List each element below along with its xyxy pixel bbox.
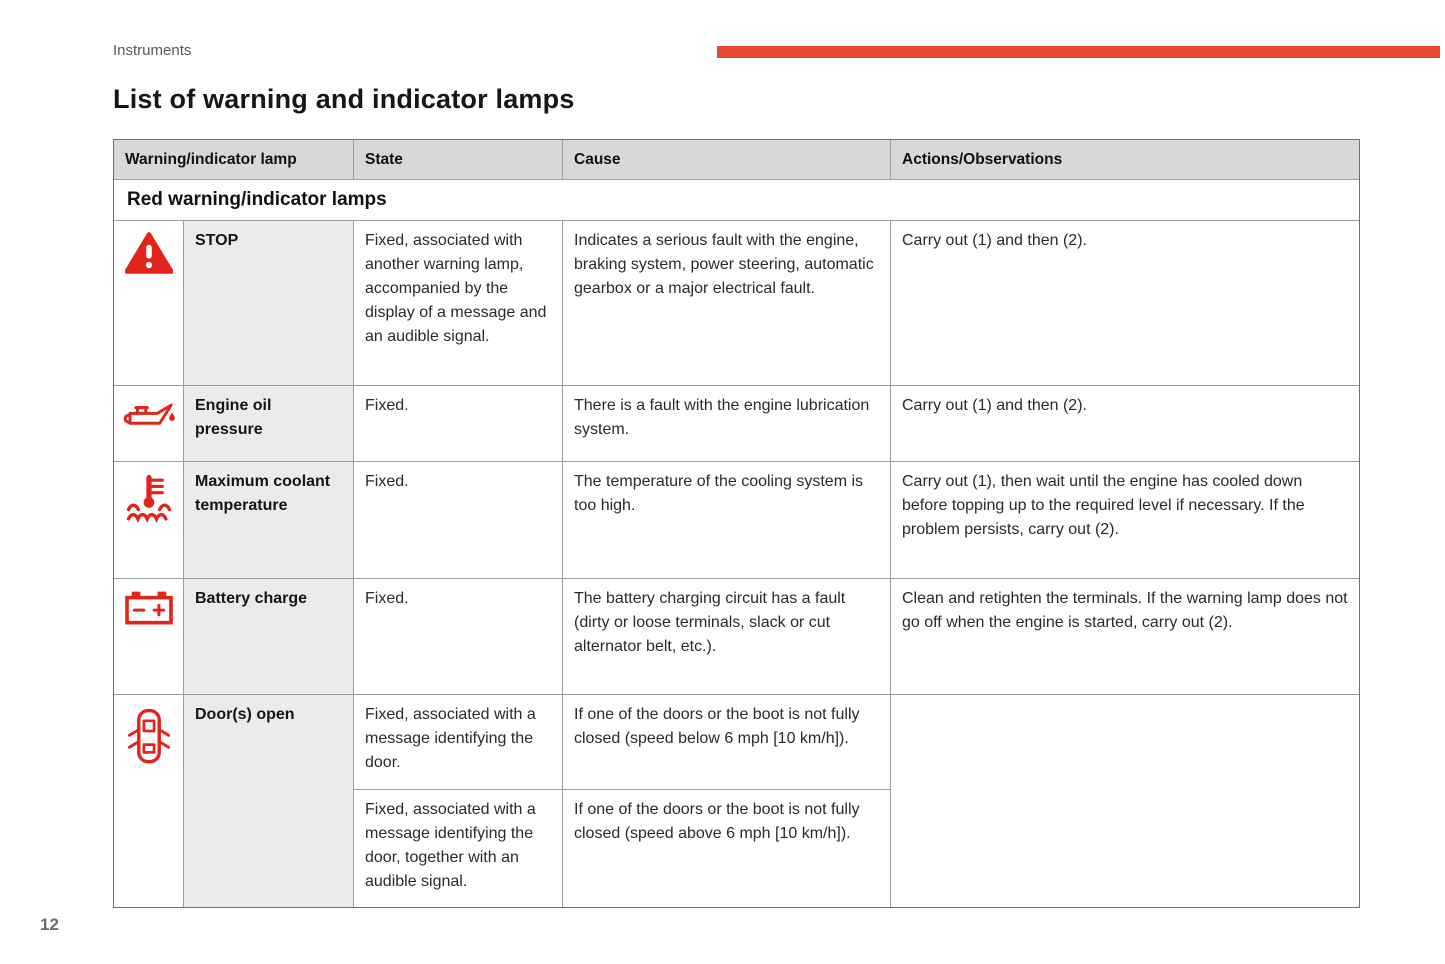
table-row-battery-icon-cell [114,579,184,695]
lamp-state-maximum-coolant-temperature: Fixed. [354,462,563,579]
table-row-oil-icon-cell [114,386,184,462]
page-number: 12 [40,915,59,934]
section-header-red-warning-lamps: Red warning/indicator lamps [114,180,1359,221]
lamp-state-battery-charge: Fixed. [354,579,563,695]
maximum-coolant-temperature-icon [125,472,173,532]
stop-warning-triangle-icon [124,231,173,283]
doors-open-icon [126,705,172,777]
lamp-actions-doors-open [891,695,1359,907]
column-header-actions-observations: Actions/Observations [891,140,1359,180]
battery-charge-icon [124,589,174,635]
table-row-coolant-icon-cell [114,462,184,579]
column-header-cause: Cause [563,140,891,180]
breadcrumb: Instruments [113,42,192,59]
lamp-state-doors-open-above-6mph: Fixed, associated with a message identif… [354,790,563,907]
lamp-cause-engine-oil-pressure: There is a fault with the engine lubrica… [563,386,891,462]
lamp-label-battery-charge: Battery charge [184,579,354,695]
engine-oil-pressure-icon [121,396,177,442]
lamp-state-engine-oil-pressure: Fixed. [354,386,563,462]
lamp-actions-battery-charge: Clean and retighten the terminals. If th… [891,579,1359,695]
lamp-actions-engine-oil-pressure: Carry out (1) and then (2). [891,386,1359,462]
lamp-actions-stop: Carry out (1) and then (2). [891,221,1359,386]
lamp-cause-stop: Indicates a serious fault with the engin… [563,221,891,386]
lamp-actions-maximum-coolant-temperature: Carry out (1), then wait until the engin… [891,462,1359,579]
lamp-cause-battery-charge: The battery charging circuit has a fault… [563,579,891,695]
lamp-state-stop: Fixed, associated with another warning l… [354,221,563,386]
accent-bar [717,46,1440,58]
lamp-state-doors-open-below-6mph: Fixed, associated with a message identif… [354,695,563,790]
lamp-label-maximum-coolant-temperature: Maximum coolant temperature [184,462,354,579]
lamp-cause-doors-open-below-6mph: If one of the doors or the boot is not f… [563,695,891,790]
lamp-label-stop: STOP [184,221,354,386]
lamp-label-engine-oil-pressure: Engine oil pressure [184,386,354,462]
lamp-cause-doors-open-above-6mph: If one of the doors or the boot is not f… [563,790,891,907]
lamp-cause-maximum-coolant-temperature: The temperature of the cooling system is… [563,462,891,579]
page-title: List of warning and indicator lamps [113,84,575,114]
warning-lamps-table: Warning/indicator lamp State Cause Actio… [113,139,1360,908]
table-row-doors-icon-cell [114,695,184,907]
lamp-label-doors-open: Door(s) open [184,695,354,907]
table-row-stop-icon-cell [114,221,184,386]
column-header-warning-indicator-lamp: Warning/indicator lamp [114,140,354,180]
column-header-state: State [354,140,563,180]
